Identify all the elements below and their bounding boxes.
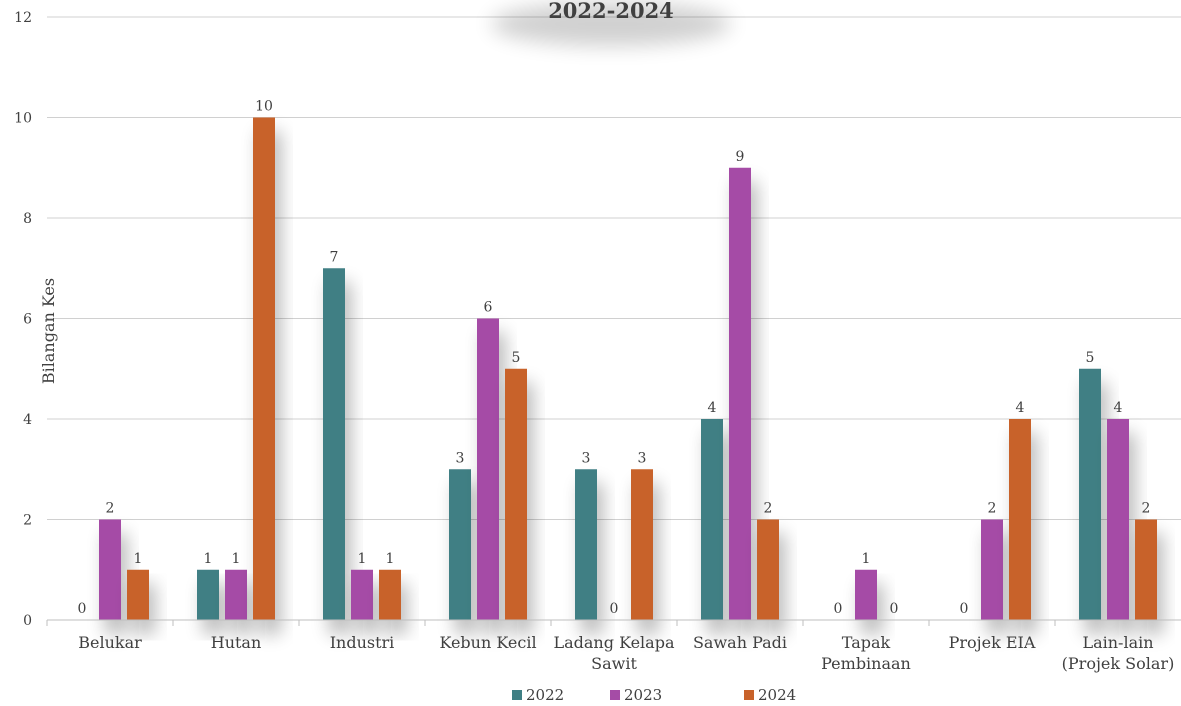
bar-2022: [575, 469, 597, 620]
bar-2022: [701, 419, 723, 620]
x-category-label: Sawit: [591, 654, 637, 673]
legend-swatch: [512, 690, 522, 700]
bar-2024: [631, 469, 653, 620]
bar-2023: [351, 569, 373, 620]
data-label: 5: [1086, 350, 1095, 366]
chart-title: 2022-2024: [548, 0, 674, 23]
bar-2024: [505, 368, 527, 620]
bar-2024: [127, 569, 149, 620]
legend-label: 2024: [758, 686, 796, 704]
data-label: 0: [78, 601, 87, 617]
y-tick-label: 0: [23, 613, 32, 629]
x-category-label: Belukar: [78, 633, 142, 652]
gridlines: [47, 16, 1181, 621]
bar-2023: [981, 519, 1003, 620]
legend-label: 2022: [526, 686, 564, 704]
data-label: 4: [708, 400, 717, 416]
data-label: 2: [106, 501, 115, 517]
data-label: 2: [764, 501, 773, 517]
data-label: 1: [358, 551, 367, 567]
data-label: 3: [456, 450, 465, 466]
x-category-label: Projek EIA: [949, 633, 1036, 652]
data-label: 9: [736, 149, 745, 165]
legend-label: 2023: [624, 686, 662, 704]
x-axis: Belukar Hutan Industri Kebun Kecil Ladang Ke…: [46, 619, 1181, 673]
x-category-label: Sawah Padi: [693, 633, 787, 652]
data-label: 3: [582, 450, 591, 466]
data-label: 2: [988, 501, 997, 517]
bar-2022: [197, 569, 219, 620]
data-label: 5: [512, 350, 521, 366]
bar-2022: [1079, 368, 1101, 620]
y-axis-ticks: 0 2 4 6 8 10 12: [14, 10, 32, 629]
bars: [99, 117, 1157, 620]
bar-2024: [379, 569, 401, 620]
legend-item-2022: 2022: [512, 686, 564, 704]
data-label: 4: [1016, 400, 1025, 416]
title-shadow: [491, 2, 731, 46]
legend-swatch: [744, 690, 754, 700]
data-label: 1: [232, 551, 241, 567]
data-label: 1: [386, 551, 395, 567]
bar-2023: [729, 167, 751, 620]
y-tick-label: 6: [23, 312, 32, 328]
bar-2023: [225, 569, 247, 620]
data-label: 1: [862, 551, 871, 567]
y-tick-label: 12: [14, 10, 32, 26]
data-label: 3: [638, 450, 647, 466]
data-label: 10: [255, 99, 273, 115]
y-axis-title: Bilangan Kes: [39, 278, 58, 384]
x-category-label: Industri: [330, 633, 395, 652]
legend: 2022 2023 2024: [512, 686, 796, 704]
data-label: 7: [330, 249, 339, 265]
bar-2023: [477, 318, 499, 620]
x-category-label: Ladang Kelapa: [553, 633, 674, 652]
legend-item-2024: 2024: [744, 686, 796, 704]
data-label: 0: [960, 601, 969, 617]
bar-2022: [449, 469, 471, 620]
y-tick-label: 10: [14, 111, 32, 127]
data-label: 0: [834, 601, 843, 617]
data-label: 1: [134, 551, 143, 567]
data-label: 4: [1114, 400, 1123, 416]
bar-2024: [1009, 419, 1031, 620]
x-category-label: Hutan: [211, 633, 262, 652]
x-category-label: Tapak: [842, 633, 891, 652]
bar-2023: [99, 519, 121, 620]
bar-2023: [855, 569, 877, 620]
x-category-label: Lain-lain: [1082, 633, 1153, 652]
data-label: 2: [1142, 501, 1151, 517]
legend-swatch: [610, 690, 620, 700]
data-label: 1: [204, 551, 213, 567]
x-category-label: Pembinaan: [821, 654, 911, 673]
bar-2024: [1135, 519, 1157, 620]
bar-2022: [323, 268, 345, 620]
legend-item-2023: 2023: [610, 686, 662, 704]
data-label: 0: [890, 601, 899, 617]
bar-2023: [1107, 419, 1129, 620]
x-category-label: (Projek Solar): [1062, 654, 1175, 673]
y-tick-label: 2: [23, 513, 32, 529]
x-category-label: Kebun Kecil: [439, 633, 536, 652]
bar-2024: [757, 519, 779, 620]
y-tick-label: 8: [23, 211, 32, 227]
bar-2024: [253, 117, 275, 620]
data-label: 6: [484, 300, 493, 316]
data-label: 0: [610, 601, 619, 617]
y-tick-label: 4: [23, 412, 32, 428]
